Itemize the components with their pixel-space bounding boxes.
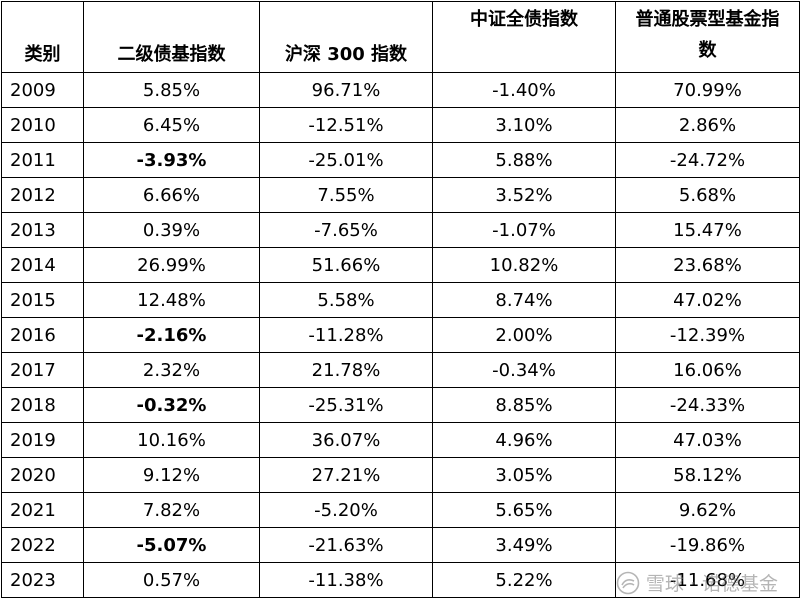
cell-stock-fund-return: 23.68% (615, 247, 800, 283)
cell-all-bond-return: -0.34% (432, 352, 616, 388)
cell-all-bond-return: 5.22% (432, 562, 616, 598)
table-header-row: 类别 二级债基指数 沪深 300 指数 中证全债指数 普通股票型基金指数 (1, 1, 800, 73)
cell-stock-fund-return: 2.86% (615, 107, 800, 143)
cell-year: 2016 (1, 317, 84, 353)
cell-secondary-bond-fund-return: 7.82% (83, 492, 260, 528)
cell-stock-fund-return: -11.68% (615, 562, 800, 598)
cell-stock-fund-return: 15.47% (615, 212, 800, 248)
cell-all-bond-return: 5.65% (432, 492, 616, 528)
cell-secondary-bond-fund-return: 0.57% (83, 562, 260, 598)
cell-year: 2013 (1, 212, 84, 248)
cell-secondary-bond-fund-return: 6.45% (83, 107, 260, 143)
cell-csi300-return: -25.31% (259, 387, 433, 423)
table-row: 2020 9.12% 27.21% 3.05% 58.12% (1, 457, 800, 493)
table-row: 2013 0.39% -7.65% -1.07% 15.47% (1, 212, 800, 248)
cell-stock-fund-return: 70.99% (615, 72, 800, 108)
cell-csi300-return: 7.55% (259, 177, 433, 213)
table-row: 2022 -5.07% -21.63% 3.49% -19.86% (1, 527, 800, 563)
cell-all-bond-return: 4.96% (432, 422, 616, 458)
cell-secondary-bond-fund-return: 10.16% (83, 422, 260, 458)
cell-csi300-return: 5.58% (259, 282, 433, 318)
cell-stock-fund-return: 47.03% (615, 422, 800, 458)
table-row: 2009 5.85% 96.71% -1.40% 70.99% (1, 72, 800, 108)
table-row: 2015 12.48% 5.58% 8.74% 47.02% (1, 282, 800, 318)
table-row: 2011 -3.93% -25.01% 5.88% -24.72% (1, 142, 800, 178)
table-row: 2010 6.45% -12.51% 3.10% 2.86% (1, 107, 800, 143)
cell-csi300-return: 27.21% (259, 457, 433, 493)
cell-csi300-return: 36.07% (259, 422, 433, 458)
cell-year: 2014 (1, 247, 84, 283)
cell-secondary-bond-fund-return: -5.07% (83, 527, 260, 563)
table-row: 2014 26.99% 51.66% 10.82% 23.68% (1, 247, 800, 283)
cell-secondary-bond-fund-return: 6.66% (83, 177, 260, 213)
cell-all-bond-return: 3.05% (432, 457, 616, 493)
table-row: 2023 0.57% -11.38% 5.22% -11.68% (1, 562, 800, 598)
cell-stock-fund-return: -19.86% (615, 527, 800, 563)
table-row: 2021 7.82% -5.20% 5.65% 9.62% (1, 492, 800, 528)
cell-all-bond-return: -1.07% (432, 212, 616, 248)
cell-csi300-return: -21.63% (259, 527, 433, 563)
header-stock-fund-index: 普通股票型基金指数 (615, 1, 800, 73)
header-secondary-bond-fund-index: 二级债基指数 (83, 1, 260, 73)
cell-all-bond-return: 2.00% (432, 317, 616, 353)
cell-year: 2023 (1, 562, 84, 598)
cell-all-bond-return: 3.52% (432, 177, 616, 213)
cell-year: 2022 (1, 527, 84, 563)
cell-stock-fund-return: -24.72% (615, 142, 800, 178)
cell-year: 2017 (1, 352, 84, 388)
header-csi300-index: 沪深 300 指数 (259, 1, 433, 73)
cell-csi300-return: -11.38% (259, 562, 433, 598)
table-row: 2019 10.16% 36.07% 4.96% 47.03% (1, 422, 800, 458)
cell-secondary-bond-fund-return: 26.99% (83, 247, 260, 283)
cell-secondary-bond-fund-return: -2.16% (83, 317, 260, 353)
header-stock-fund-index-label: 普通股票型基金指数 (635, 9, 780, 61)
cell-stock-fund-return: 16.06% (615, 352, 800, 388)
cell-secondary-bond-fund-return: 2.32% (83, 352, 260, 388)
cell-stock-fund-return: 47.02% (615, 282, 800, 318)
cell-year: 2019 (1, 422, 84, 458)
header-all-bond-index: 中证全债指数 (432, 1, 616, 73)
cell-secondary-bond-fund-return: 12.48% (83, 282, 260, 318)
cell-year: 2015 (1, 282, 84, 318)
cell-csi300-return: 21.78% (259, 352, 433, 388)
cell-all-bond-return: 5.88% (432, 142, 616, 178)
cell-secondary-bond-fund-return: 9.12% (83, 457, 260, 493)
cell-all-bond-return: 10.82% (432, 247, 616, 283)
cell-csi300-return: 51.66% (259, 247, 433, 283)
cell-year: 2020 (1, 457, 84, 493)
cell-secondary-bond-fund-return: 0.39% (83, 212, 260, 248)
cell-all-bond-return: 3.49% (432, 527, 616, 563)
table-row: 2016 -2.16% -11.28% 2.00% -12.39% (1, 317, 800, 353)
cell-year: 2021 (1, 492, 84, 528)
cell-all-bond-return: 8.74% (432, 282, 616, 318)
cell-year: 2012 (1, 177, 84, 213)
header-category: 类别 (1, 1, 84, 73)
cell-csi300-return: 96.71% (259, 72, 433, 108)
cell-stock-fund-return: -24.33% (615, 387, 800, 423)
cell-csi300-return: -11.28% (259, 317, 433, 353)
cell-all-bond-return: -1.40% (432, 72, 616, 108)
table-row: 2018 -0.32% -25.31% 8.85% -24.33% (1, 387, 800, 423)
cell-stock-fund-return: 58.12% (615, 457, 800, 493)
table-row: 2017 2.32% 21.78% -0.34% 16.06% (1, 352, 800, 388)
cell-year: 2011 (1, 142, 84, 178)
cell-secondary-bond-fund-return: -3.93% (83, 142, 260, 178)
cell-secondary-bond-fund-return: 5.85% (83, 72, 260, 108)
cell-secondary-bond-fund-return: -0.32% (83, 387, 260, 423)
cell-stock-fund-return: 9.62% (615, 492, 800, 528)
cell-csi300-return: -7.65% (259, 212, 433, 248)
cell-csi300-return: -25.01% (259, 142, 433, 178)
cell-stock-fund-return: 5.68% (615, 177, 800, 213)
cell-csi300-return: -5.20% (259, 492, 433, 528)
cell-year: 2009 (1, 72, 84, 108)
cell-csi300-return: -12.51% (259, 107, 433, 143)
cell-year: 2010 (1, 107, 84, 143)
cell-stock-fund-return: -12.39% (615, 317, 800, 353)
cell-all-bond-return: 8.85% (432, 387, 616, 423)
cell-all-bond-return: 3.10% (432, 107, 616, 143)
cell-year: 2018 (1, 387, 84, 423)
table-row: 2012 6.66% 7.55% 3.52% 5.68% (1, 177, 800, 213)
